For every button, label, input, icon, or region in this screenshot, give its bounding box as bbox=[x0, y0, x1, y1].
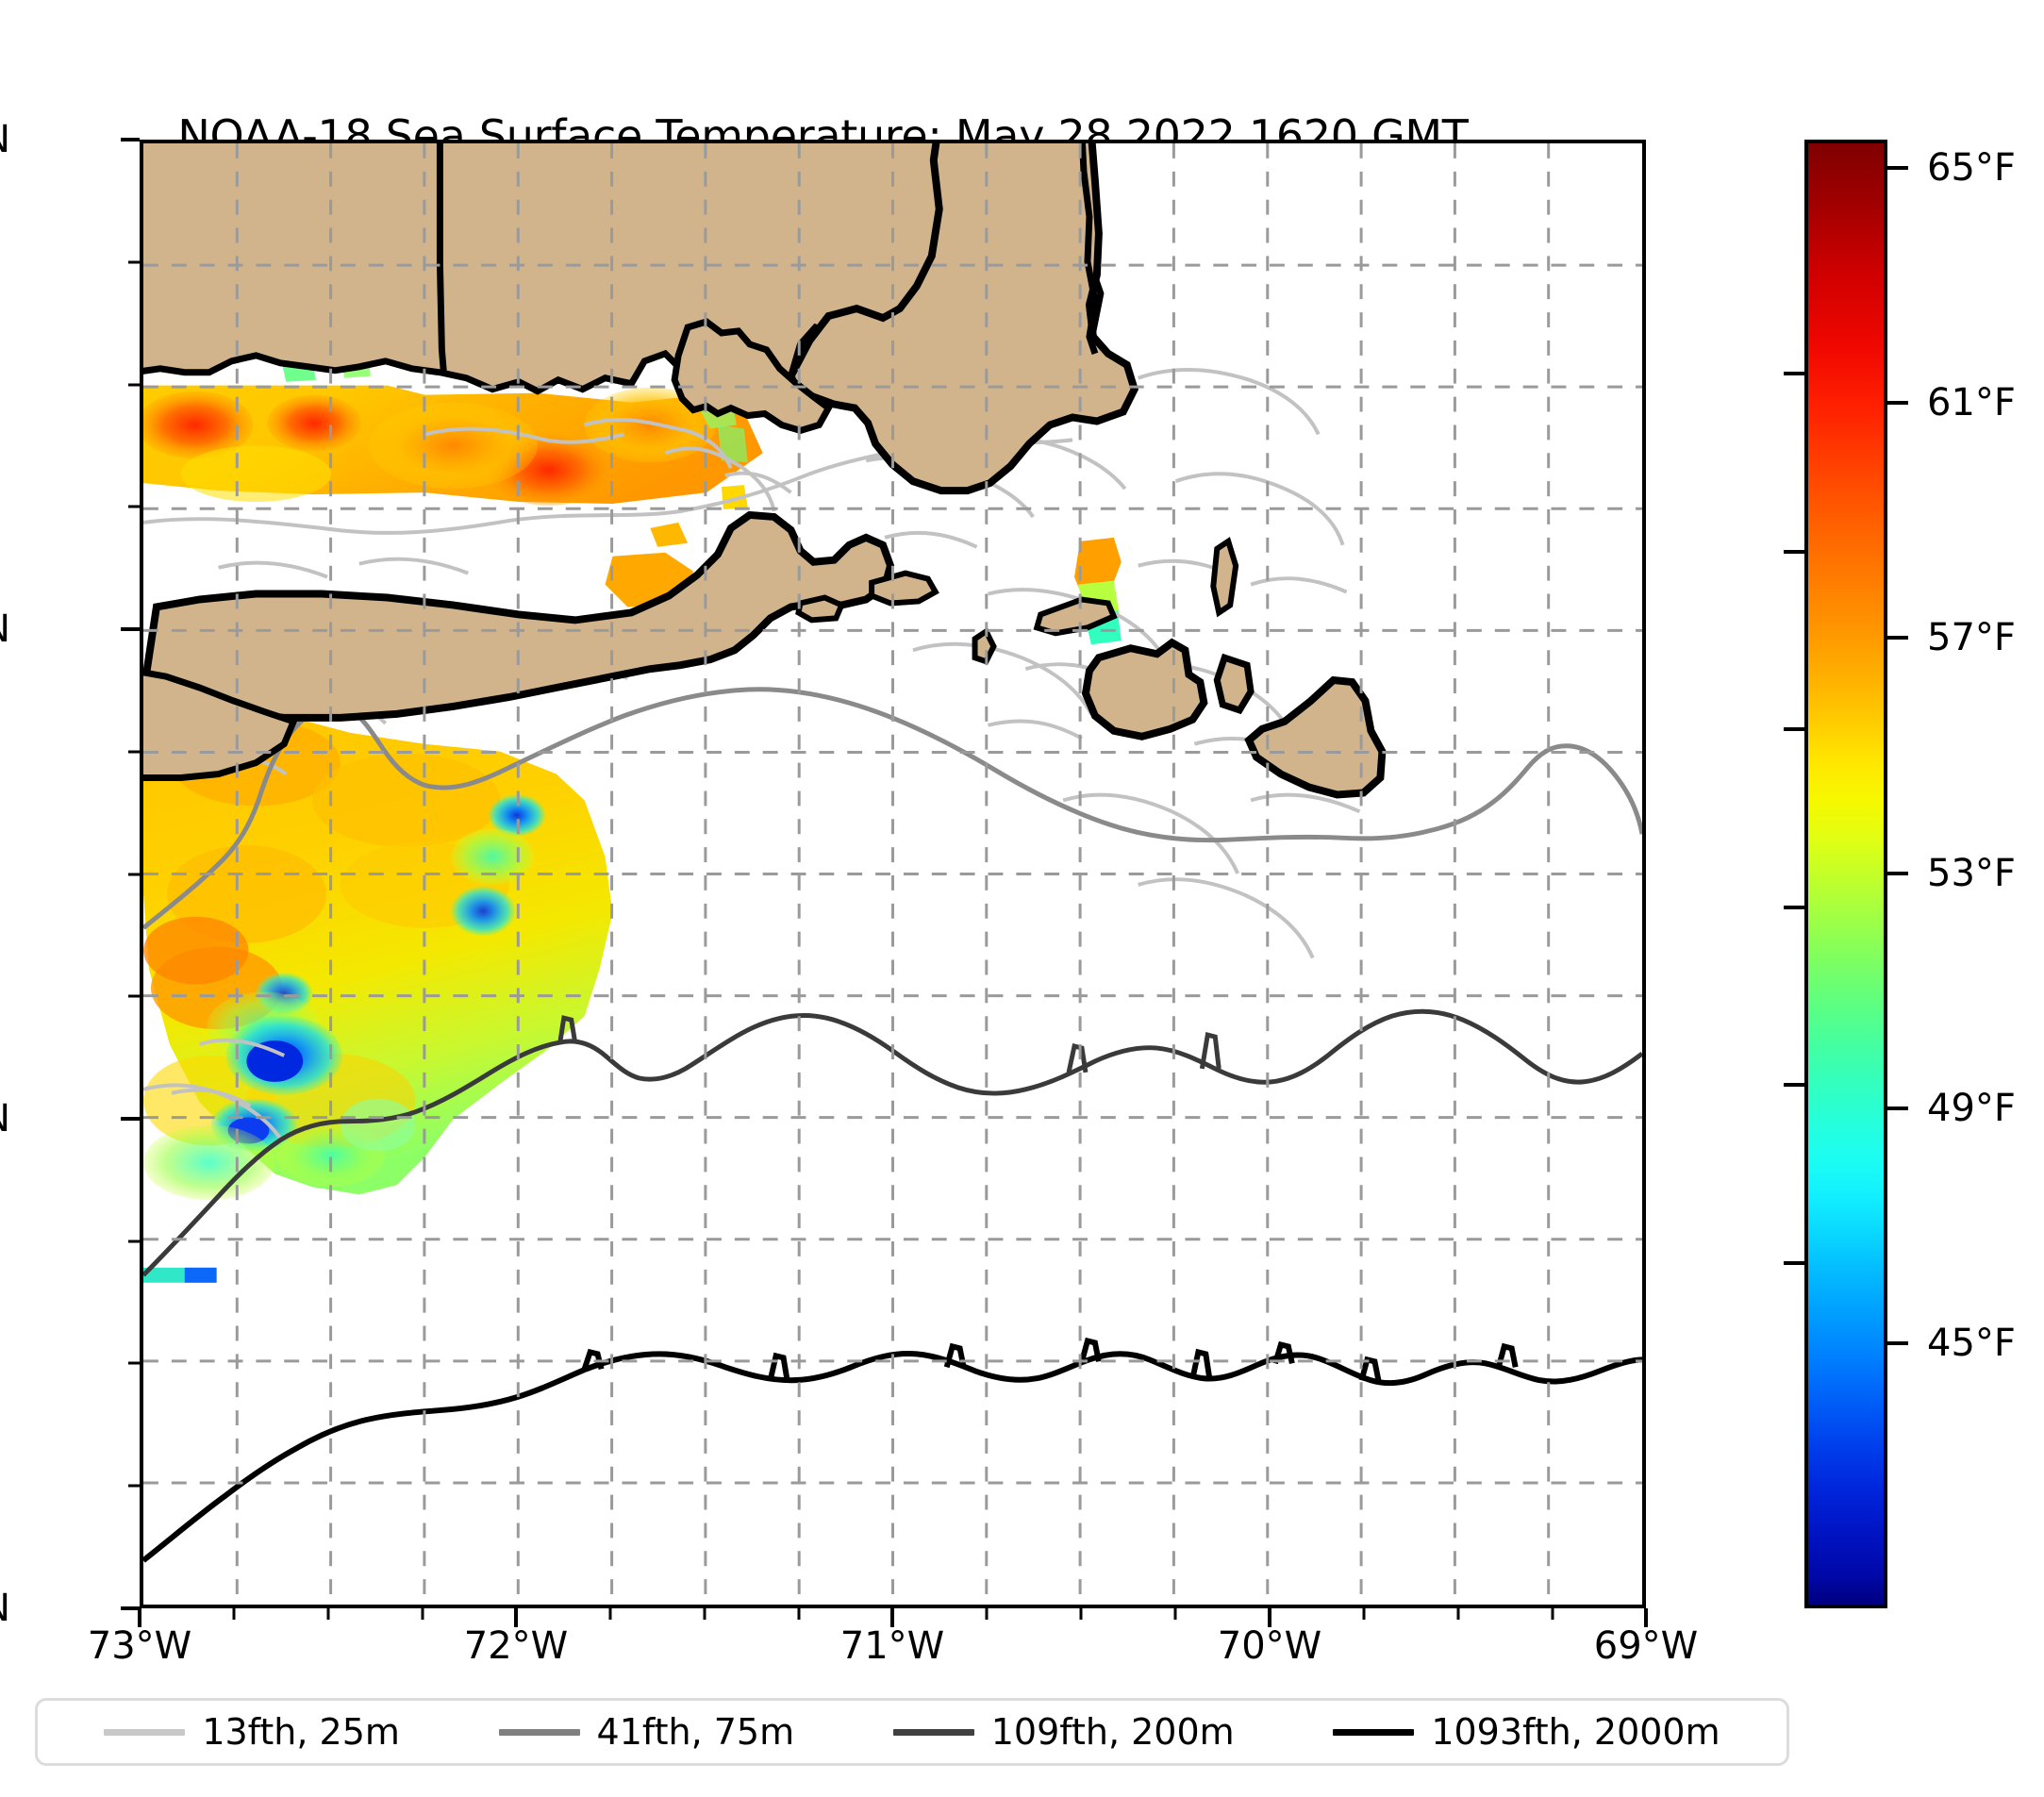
xtick-label-69w: 69°W bbox=[1593, 1624, 1699, 1668]
ytick-label-39n: 39°N bbox=[0, 1587, 10, 1630]
cbtick-f-45 bbox=[1887, 1341, 1908, 1345]
xtick-label-72w: 72°W bbox=[463, 1624, 569, 1668]
xtick-minor bbox=[326, 1608, 330, 1620]
ytick-mark-40n bbox=[121, 1117, 140, 1121]
land-nantucket bbox=[1244, 675, 1387, 799]
legend-label-25m: 13fth, 25m bbox=[202, 1711, 400, 1753]
map-plot-area bbox=[140, 140, 1646, 1608]
cbtick-c-15 bbox=[1784, 550, 1804, 554]
ytick-minor bbox=[128, 994, 140, 998]
land-elizabeth-islands bbox=[1033, 596, 1118, 637]
xtick-mark-70w bbox=[1268, 1608, 1271, 1627]
xtick-minor bbox=[1362, 1608, 1366, 1620]
cbtick-c-7 bbox=[1784, 1261, 1804, 1265]
colorbar-label-57f: 57°F bbox=[1927, 616, 2016, 659]
bathymetry-legend: 13fth, 25m 41fth, 75m 109fth, 200m 1093f… bbox=[35, 1698, 1789, 1766]
ytick-minor bbox=[128, 1361, 140, 1365]
xtick-minor bbox=[421, 1608, 424, 1620]
cbtick-f-49 bbox=[1887, 1106, 1908, 1110]
graticule-grid bbox=[143, 143, 1642, 1605]
xtick-minor bbox=[703, 1608, 706, 1620]
xtick-mark-71w bbox=[890, 1608, 894, 1627]
xtick-minor bbox=[1456, 1608, 1460, 1620]
ytick-minor bbox=[128, 505, 140, 508]
land-block-island bbox=[972, 626, 997, 665]
cbtick-f-65 bbox=[1887, 166, 1908, 170]
map-canvas bbox=[143, 143, 1642, 1605]
ytick-label-41n: 41°N bbox=[0, 607, 10, 651]
xtick-label-73w: 73°W bbox=[87, 1624, 192, 1668]
land-layer bbox=[143, 143, 1387, 799]
ytick-mark-42n bbox=[121, 138, 140, 141]
legend-entry-75m: 41fth, 75m bbox=[498, 1711, 795, 1753]
xtick-mark-73w bbox=[138, 1608, 141, 1627]
xtick-minor bbox=[232, 1608, 236, 1620]
ytick-minor bbox=[128, 1484, 140, 1488]
legend-entry-25m: 13fth, 25m bbox=[104, 1711, 400, 1753]
ytick-mark-39n bbox=[121, 1606, 140, 1610]
colorbar-label-45f: 45°F bbox=[1927, 1322, 2016, 1365]
land-long-island bbox=[143, 510, 895, 722]
cbtick-c-17 bbox=[1784, 372, 1804, 375]
colorbar-label-61f: 61°F bbox=[1927, 381, 2016, 424]
ytick-minor bbox=[128, 260, 140, 264]
ytick-label-42n: 42°N bbox=[0, 118, 10, 161]
land-marthas-vineyard bbox=[1081, 638, 1208, 740]
xtick-mark-72w bbox=[514, 1608, 518, 1627]
colorbar-label-53f: 53°F bbox=[1927, 852, 2016, 895]
xtick-minor bbox=[1079, 1608, 1083, 1620]
xtick-minor bbox=[608, 1608, 612, 1620]
xtick-label-71w: 71°W bbox=[839, 1624, 945, 1668]
legend-line-swatch-200m bbox=[892, 1728, 974, 1736]
land-chappaquiddick bbox=[1213, 653, 1255, 715]
colorbar bbox=[1784, 140, 1908, 1608]
xtick-label-70w: 70°W bbox=[1217, 1624, 1322, 1668]
xtick-minor bbox=[1551, 1608, 1554, 1620]
legend-entry-2000m: 1093fth, 2000m bbox=[1333, 1711, 1720, 1753]
colorbar-label-65f: 65°F bbox=[1927, 146, 2016, 190]
cbtick-c-13 bbox=[1784, 727, 1804, 731]
xtick-minor bbox=[1173, 1608, 1177, 1620]
xtick-mark-69w bbox=[1644, 1608, 1648, 1627]
cbtick-c-11 bbox=[1784, 906, 1804, 909]
land-monomoy bbox=[1210, 537, 1239, 618]
land-fishers-island bbox=[869, 570, 939, 607]
legend-entry-200m: 109fth, 200m bbox=[892, 1711, 1235, 1753]
state-border-ct-ri bbox=[1079, 143, 1099, 355]
ytick-minor bbox=[128, 873, 140, 876]
colorbar-gradient bbox=[1804, 140, 1887, 1608]
legend-line-swatch-25m bbox=[104, 1728, 186, 1736]
ytick-minor bbox=[128, 1240, 140, 1243]
legend-label-200m: 109fth, 200m bbox=[990, 1711, 1235, 1753]
xtick-minor bbox=[797, 1608, 801, 1620]
legend-line-swatch-2000m bbox=[1333, 1728, 1415, 1736]
cbtick-c-9 bbox=[1784, 1083, 1804, 1087]
xtick-minor bbox=[985, 1608, 989, 1620]
cbtick-f-57 bbox=[1887, 636, 1908, 640]
legend-label-2000m: 1093fth, 2000m bbox=[1431, 1711, 1720, 1753]
cbtick-f-61 bbox=[1887, 401, 1908, 405]
bathymetry-200m bbox=[143, 1008, 1642, 1277]
land-plum-island bbox=[795, 594, 846, 624]
ytick-mark-41n bbox=[121, 627, 140, 631]
legend-line-swatch-75m bbox=[498, 1728, 580, 1736]
state-border-ny-ct bbox=[436, 143, 447, 374]
colorbar-label-49f: 49°F bbox=[1927, 1087, 2016, 1130]
ytick-label-40n: 40°N bbox=[0, 1097, 10, 1140]
land-cape-cod bbox=[787, 143, 1138, 495]
ytick-minor bbox=[128, 383, 140, 387]
ytick-minor bbox=[128, 750, 140, 754]
legend-label-75m: 41fth, 75m bbox=[596, 1711, 795, 1753]
cbtick-f-53 bbox=[1887, 872, 1908, 875]
